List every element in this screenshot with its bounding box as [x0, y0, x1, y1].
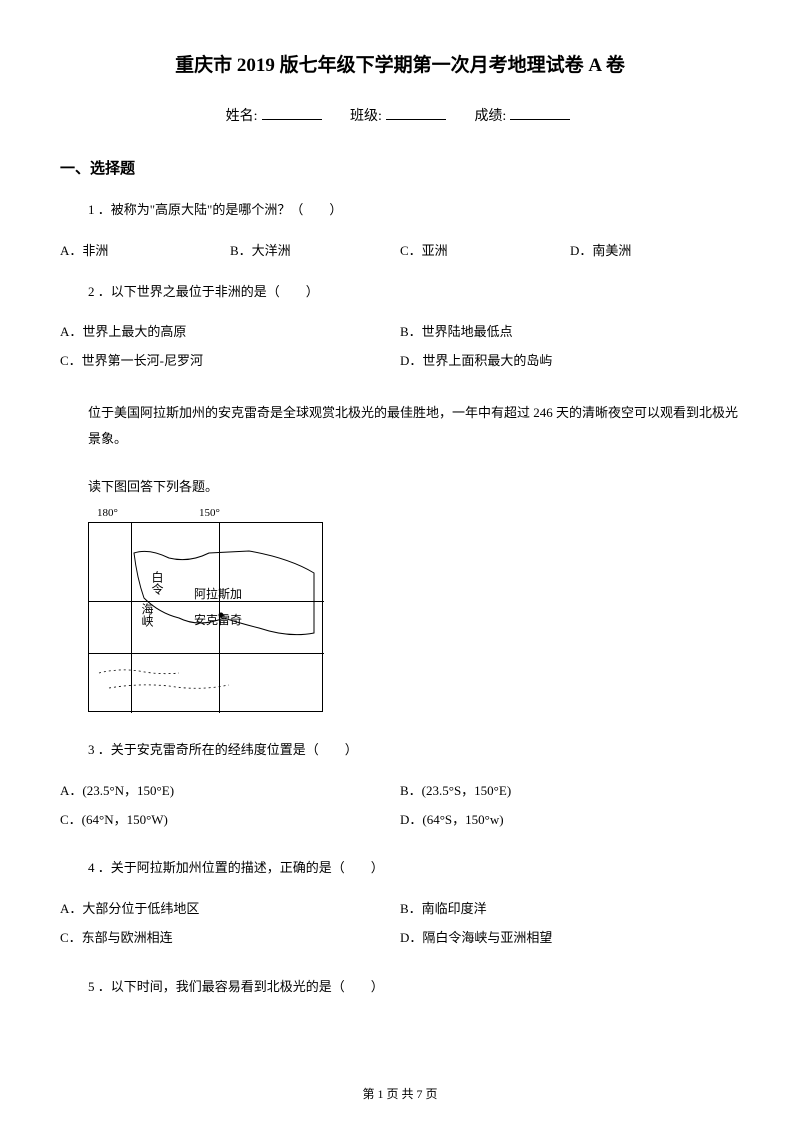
q4-option-a: A．大部分位于低纬地区 — [60, 899, 400, 920]
question-5: 5 ．以下时间，我们最容易看到北极光的是（ ） — [88, 977, 740, 998]
q2-option-b: B．世界陆地最低点 — [400, 322, 740, 343]
q3-option-d: D．(64°S，150°w) — [400, 810, 740, 831]
question-4: 4 ．关于阿拉斯加州位置的描述，正确的是（ ） — [88, 858, 740, 879]
score-label: 成绩: — [474, 109, 506, 124]
map-longitude-150: 150° — [199, 507, 220, 519]
q3-option-a: A．(23.5°N，150°E) — [60, 781, 400, 802]
q3-option-c: C．(64°N，150°W) — [60, 810, 400, 831]
q2-option-d: D．世界上面积最大的岛屿 — [400, 351, 740, 372]
q1-option-d: D．南美洲 — [570, 241, 740, 262]
class-label: 班级: — [350, 109, 382, 124]
q2-option-a: A．世界上最大的高原 — [60, 322, 400, 343]
name-blank[interactable] — [262, 119, 322, 120]
alaska-map: 180° 150° 白令 海峡 阿拉斯加 安克雷奇 — [88, 522, 323, 712]
question-1: 1 ．被称为"高原大陆"的是哪个洲？（ ） — [88, 200, 740, 221]
question-3-options: A．(23.5°N，150°E) B．(23.5°S，150°E) C．(64°… — [60, 781, 740, 839]
section-1-title: 一、选择题 — [60, 157, 740, 178]
class-blank[interactable] — [386, 119, 446, 120]
name-label: 姓名: — [226, 109, 258, 124]
passage-context: 位于美国阿拉斯加州的安克雷奇是全球观赏北极光的最佳胜地，一年中有超过 246 天… — [88, 400, 740, 452]
exam-title: 重庆市 2019 版七年级下学期第一次月考地理试卷 A 卷 — [60, 50, 740, 77]
q4-option-b: B．南临印度洋 — [400, 899, 740, 920]
map-figure: 180° 150° 白令 海峡 阿拉斯加 安克雷奇 — [88, 522, 740, 712]
q1-option-a: A．非洲 — [60, 241, 230, 262]
map-coastline — [89, 523, 324, 713]
score-blank[interactable] — [510, 119, 570, 120]
q2-option-c: C．世界第一长河-尼罗河 — [60, 351, 400, 372]
q4-option-d: D．隔白令海峡与亚洲相望 — [400, 928, 740, 949]
question-3: 3 ．关于安克雷奇所在的经纬度位置是（ ） — [88, 740, 740, 761]
question-4-options: A．大部分位于低纬地区 B．南临印度洋 C．东部与欧洲相连 D．隔白令海峡与亚洲… — [60, 899, 740, 957]
question-2: 2 ．以下世界之最位于非洲的是（ ） — [88, 282, 740, 303]
question-2-options: A．世界上最大的高原 B．世界陆地最低点 C．世界第一长河-尼罗河 D．世界上面… — [60, 322, 740, 380]
q3-option-b: B．(23.5°S，150°E) — [400, 781, 740, 802]
q4-option-c: C．东部与欧洲相连 — [60, 928, 400, 949]
student-info-line: 姓名: 班级: 成绩: — [60, 105, 740, 125]
passage-instruction: 读下图回答下列各题。 — [88, 474, 740, 500]
page-footer: 第 1 页 共 7 页 — [0, 1085, 800, 1102]
q1-option-c: C．亚洲 — [400, 241, 570, 262]
map-longitude-180: 180° — [97, 507, 118, 519]
q1-option-b: B．大洋洲 — [230, 241, 400, 262]
question-1-options: A．非洲 B．大洋洲 C．亚洲 D．南美洲 — [60, 241, 740, 262]
